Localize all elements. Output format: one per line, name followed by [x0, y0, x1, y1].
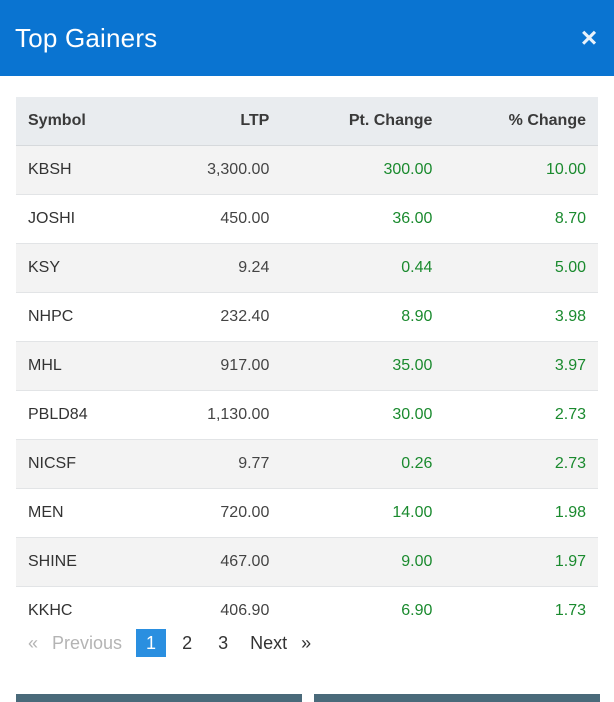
table-row: JOSHI 450.00 36.00 8.70: [16, 194, 598, 244]
double-chevron-right-icon: »: [301, 632, 312, 653]
cell-pct-change: 10.00: [444, 145, 598, 195]
table-header-row: Symbol LTP Pt. Change % Change: [16, 97, 598, 146]
cell-pt-change: 0.44: [281, 243, 445, 293]
modal-title: Top Gainers: [15, 23, 158, 53]
cell-symbol: KKHC: [16, 586, 148, 635]
cell-ltp: 720.00: [147, 488, 282, 538]
table-row: PBLD84 1,130.00 30.00 2.73: [16, 390, 598, 440]
background-block: [314, 694, 600, 702]
cell-pt-change: 6.90: [281, 586, 445, 635]
next-label: Next: [250, 632, 288, 653]
cell-pt-change: 36.00: [281, 194, 445, 244]
cell-pt-change: 9.00: [281, 537, 445, 587]
modal-header: Top Gainers ×: [0, 0, 614, 76]
cell-symbol: MEN: [16, 488, 148, 538]
cell-pt-change: 30.00: [281, 390, 445, 440]
cell-ltp: 450.00: [147, 194, 282, 244]
table-row: NHPC 232.40 8.90 3.98: [16, 292, 598, 342]
table-row: KBSH 3,300.00 300.00 10.00: [16, 145, 598, 195]
cell-symbol: KBSH: [16, 145, 148, 195]
cell-pct-change: 1.73: [444, 586, 598, 635]
background-page-strip: [0, 694, 614, 702]
table-row: MEN 720.00 14.00 1.98: [16, 488, 598, 538]
cell-ltp: 3,300.00: [147, 145, 282, 195]
cell-symbol: PBLD84: [16, 390, 148, 440]
cell-ltp: 406.90: [147, 586, 282, 635]
cell-pct-change: 1.97: [444, 537, 598, 587]
page-button-3[interactable]: 3: [218, 633, 229, 653]
cell-pct-change: 2.73: [444, 439, 598, 489]
cell-symbol: SHINE: [16, 537, 148, 587]
column-header-symbol: Symbol: [16, 97, 148, 146]
cell-pt-change: 300.00: [281, 145, 445, 195]
double-chevron-left-icon: «: [28, 632, 39, 653]
cell-pct-change: 2.73: [444, 390, 598, 440]
cell-pct-change: 5.00: [444, 243, 598, 293]
table-row: MHL 917.00 35.00 3.97: [16, 341, 598, 391]
background-block: [16, 694, 302, 702]
cell-ltp: 917.00: [147, 341, 282, 391]
pagination-next[interactable]: Next »: [250, 633, 311, 654]
cell-ltp: 467.00: [147, 537, 282, 587]
pagination: « Previous 1 2 3 Next »: [28, 629, 311, 657]
table-row: KSY 9.24 0.44 5.00: [16, 243, 598, 293]
modal-body: Symbol LTP Pt. Change % Change KBSH 3,30…: [0, 76, 614, 694]
cell-pct-change: 1.98: [444, 488, 598, 538]
cell-ltp: 1,130.00: [147, 390, 282, 440]
top-gainers-table: Symbol LTP Pt. Change % Change KBSH 3,30…: [16, 97, 598, 635]
table-row: NICSF 9.77 0.26 2.73: [16, 439, 598, 489]
column-header-pt-change: Pt. Change: [281, 97, 445, 146]
cell-symbol: KSY: [16, 243, 148, 293]
cell-symbol: MHL: [16, 341, 148, 391]
cell-pt-change: 0.26: [281, 439, 445, 489]
cell-symbol: JOSHI: [16, 194, 148, 244]
previous-label: Previous: [52, 632, 123, 653]
cell-pt-change: 35.00: [281, 341, 445, 391]
cell-pt-change: 8.90: [281, 292, 445, 342]
cell-symbol: NHPC: [16, 292, 148, 342]
cell-ltp: 9.24: [147, 243, 282, 293]
cell-pct-change: 3.97: [444, 341, 598, 391]
cell-ltp: 9.77: [147, 439, 282, 489]
cell-pct-change: 3.98: [444, 292, 598, 342]
pagination-previous[interactable]: « Previous: [28, 633, 122, 654]
cell-pct-change: 8.70: [444, 194, 598, 244]
cell-ltp: 232.40: [147, 292, 282, 342]
table-row: SHINE 467.00 9.00 1.97: [16, 537, 598, 587]
close-icon[interactable]: ×: [580, 22, 598, 53]
table-row: KKHC 406.90 6.90 1.73: [16, 586, 598, 635]
page-button-1[interactable]: 1: [136, 629, 167, 657]
page-button-2[interactable]: 2: [182, 633, 193, 653]
column-header-pct-change: % Change: [444, 97, 598, 146]
cell-symbol: NICSF: [16, 439, 148, 489]
cell-pt-change: 14.00: [281, 488, 445, 538]
column-header-ltp: LTP: [147, 97, 282, 146]
